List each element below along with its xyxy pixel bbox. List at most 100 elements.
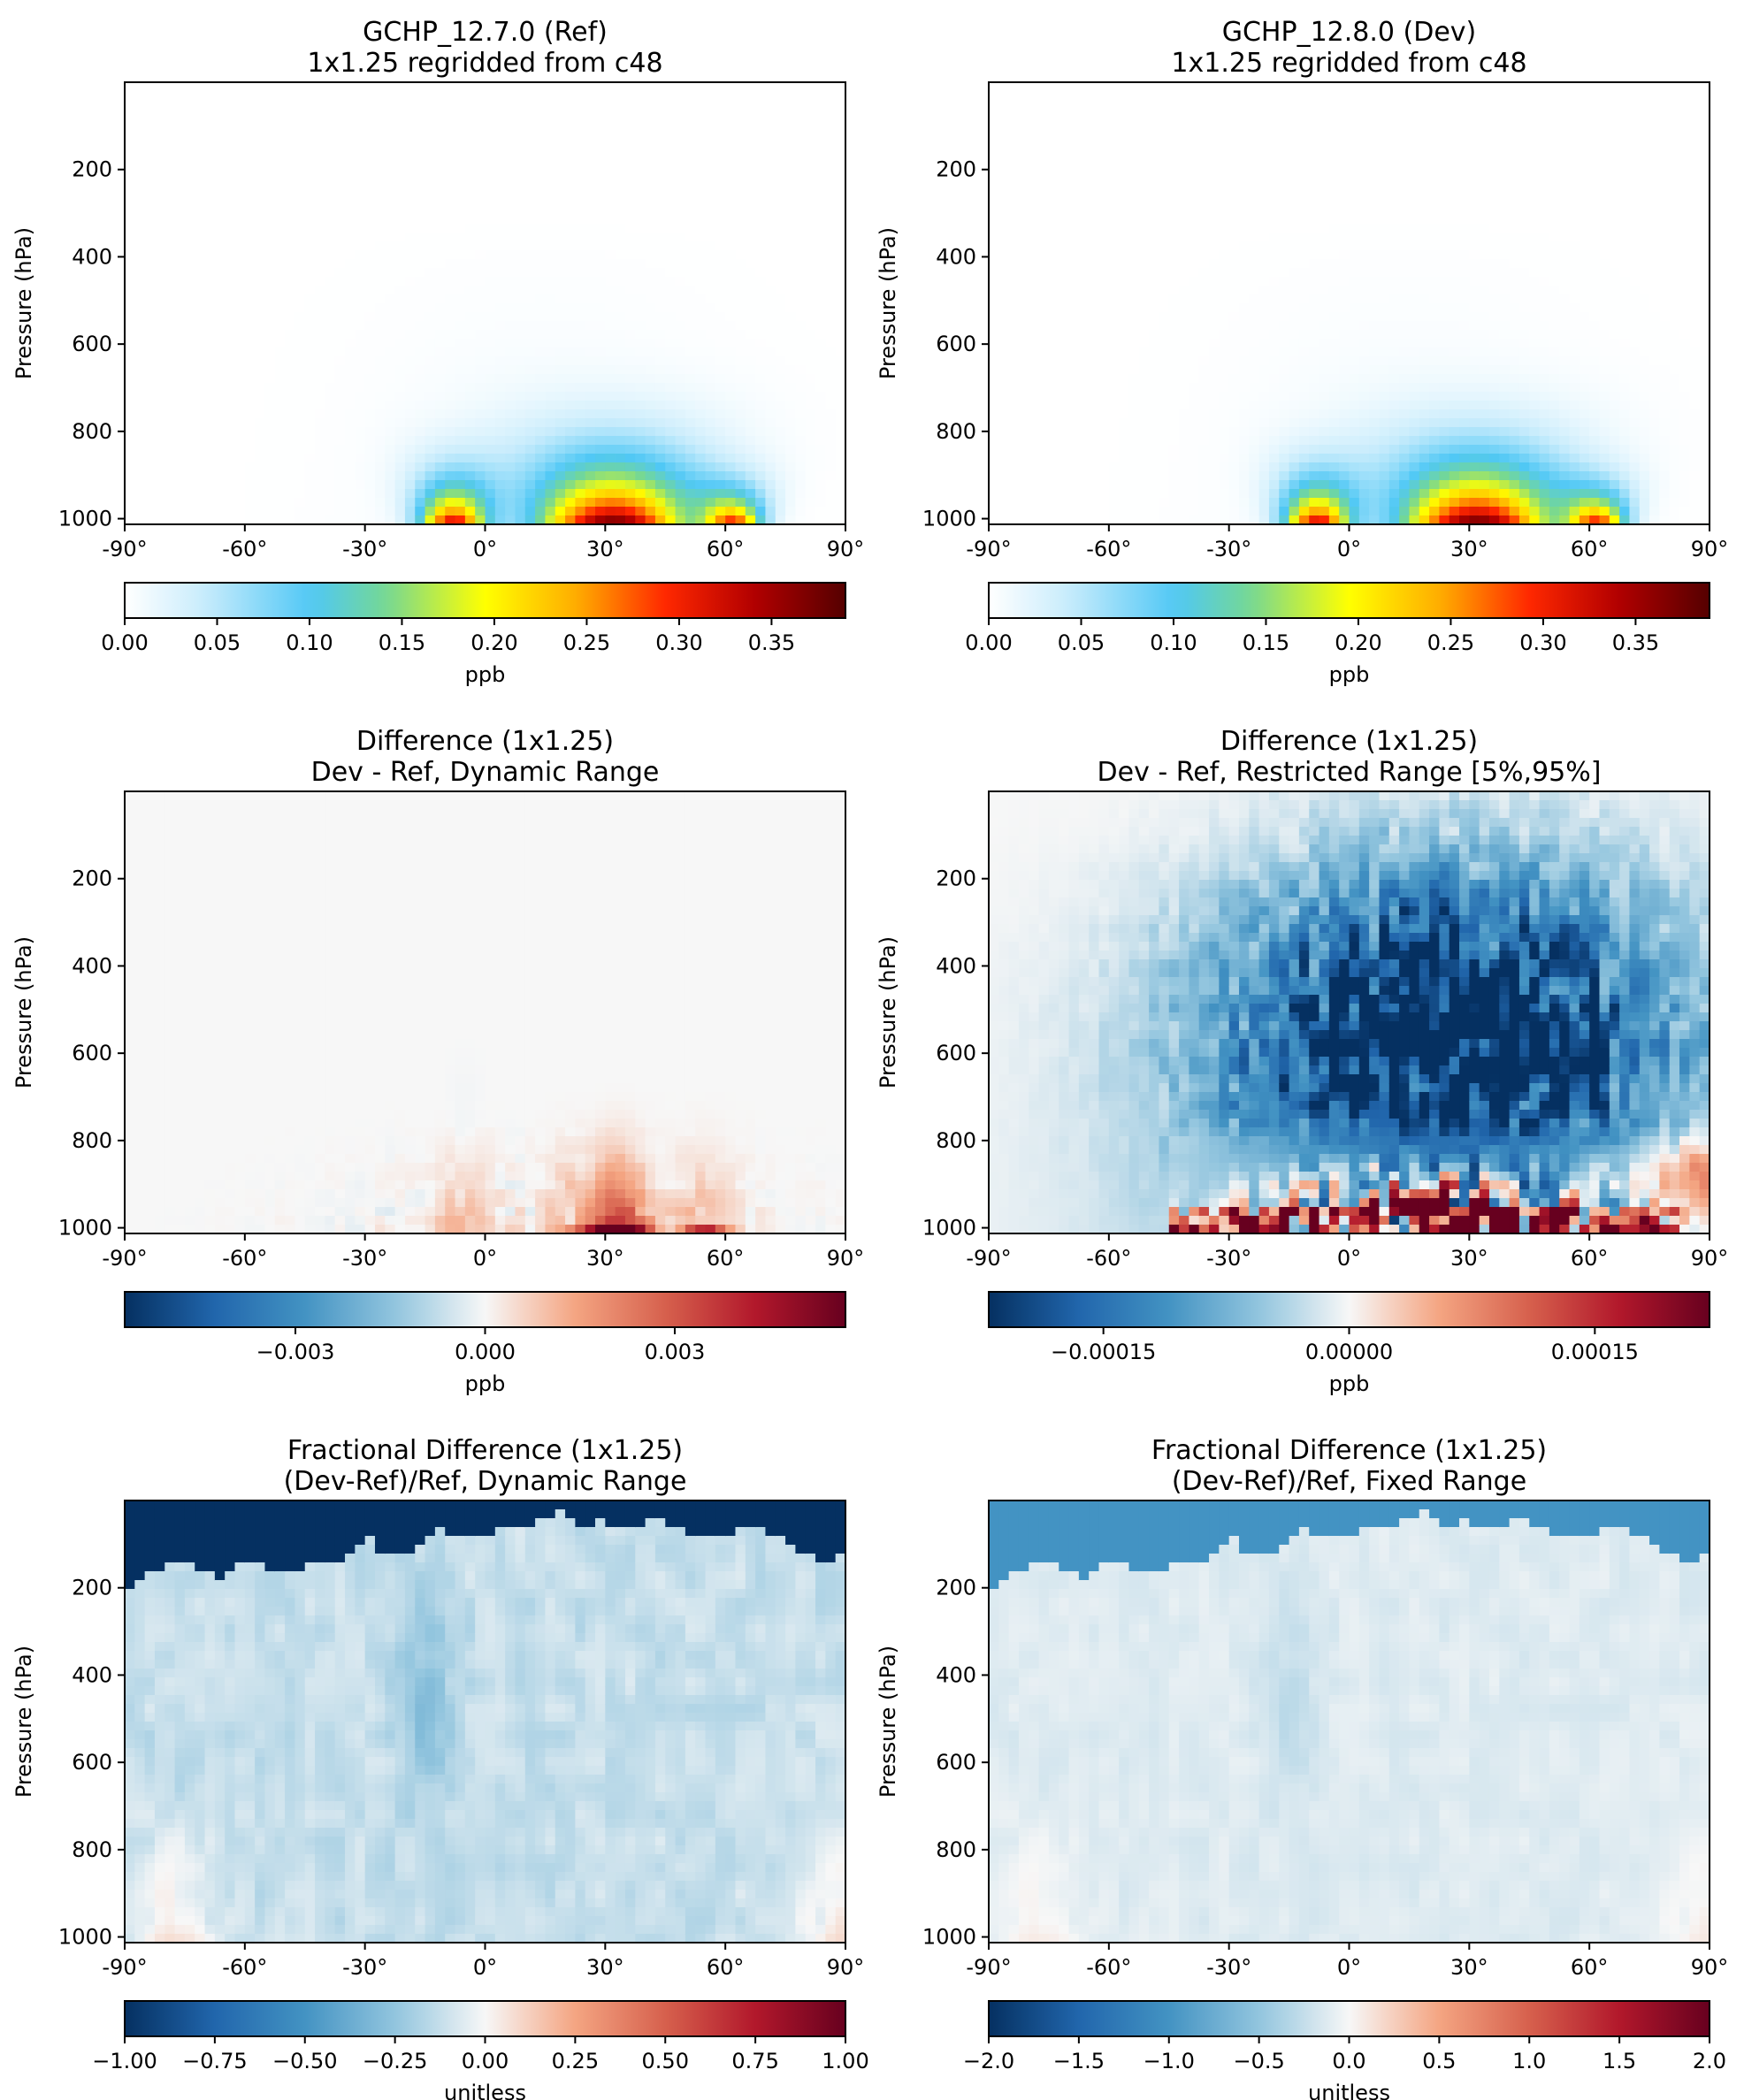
heatmap-cell [505, 277, 516, 286]
heatmap-cell [325, 215, 336, 225]
heatmap-cell [1128, 339, 1140, 348]
heatmap-cell [415, 241, 426, 251]
heatmap-cell [485, 498, 496, 508]
heatmap-cell [545, 383, 556, 393]
heatmap-cell [1108, 471, 1120, 481]
heatmap-cell [264, 356, 276, 366]
heatmap-cell [735, 436, 746, 446]
heatmap-cell [795, 392, 807, 401]
heatmap-cell [675, 374, 686, 384]
heatmap-cell [445, 515, 456, 525]
heatmap-cell [264, 498, 276, 508]
heatmap-cell [434, 401, 446, 410]
heatmap-cell [345, 480, 356, 490]
heatmap-cell [1159, 188, 1170, 198]
heatmap-cell [184, 153, 195, 163]
heatmap-cell [1138, 109, 1150, 118]
heatmap-cell [294, 233, 306, 242]
heatmap-cell [695, 312, 707, 322]
heatmap-cell [364, 436, 376, 446]
heatmap-cell [204, 418, 216, 428]
heatmap-cell [665, 454, 677, 463]
heatmap-cell [585, 135, 596, 145]
heatmap-cell [144, 321, 156, 331]
heatmap-cell [725, 330, 737, 340]
heatmap-cell [345, 206, 356, 216]
heatmap-cell [264, 233, 276, 242]
heatmap-cell [1198, 365, 1210, 375]
heatmap-cell [334, 445, 346, 454]
heatmap-cell [1128, 224, 1140, 233]
heatmap-cell [715, 365, 726, 375]
heatmap-cell [725, 197, 737, 207]
heatmap-cell [1179, 365, 1189, 375]
heatmap-cell [345, 197, 356, 207]
heatmap-cell [154, 277, 165, 286]
heatmap-cell [715, 347, 726, 357]
heatmap-cell [1238, 118, 1250, 127]
heatmap-cell [705, 330, 716, 340]
heatmap-cell [374, 471, 386, 481]
heatmap-cell [1168, 347, 1180, 357]
heatmap-cell [805, 409, 816, 419]
heatmap-cell [195, 321, 206, 331]
heatmap-cell [1228, 418, 1240, 428]
heatmap-cell [665, 418, 677, 428]
heatmap-cell [1209, 259, 1220, 269]
heatmap-cell [635, 303, 646, 313]
heatmap-cell [355, 436, 366, 446]
heatmap-cell [1068, 144, 1080, 154]
heatmap-cell [334, 330, 346, 340]
heatmap-cell [515, 321, 526, 331]
heatmap-cell [244, 303, 256, 313]
heatmap-cell [334, 179, 346, 189]
heatmap-cell [334, 188, 346, 198]
heatmap-cell [685, 109, 696, 118]
heatmap-cell [1249, 294, 1260, 304]
heatmap-cell [1078, 321, 1090, 331]
heatmap-cell [998, 498, 1010, 508]
heatmap-cell [1209, 383, 1220, 393]
heatmap-cell [1038, 330, 1050, 340]
heatmap-cell [125, 294, 135, 304]
heatmap-cell [485, 427, 496, 437]
heatmap-cell [1029, 118, 1040, 127]
heatmap-cell [274, 188, 286, 198]
heatmap-cell [1198, 100, 1210, 110]
heatmap-cell [1168, 118, 1180, 127]
heatmap-cell [494, 498, 506, 508]
heatmap-cell [325, 241, 336, 251]
heatmap-cell [214, 153, 226, 163]
heatmap-cell [1219, 233, 1230, 242]
heatmap-cell [524, 445, 536, 454]
heatmap-cell [294, 339, 306, 348]
heatmap-cell [475, 383, 486, 393]
heatmap-cell [434, 224, 446, 233]
heatmap-cell [1159, 135, 1170, 145]
heatmap-cell [755, 383, 767, 393]
heatmap-cell [715, 330, 726, 340]
heatmap-cell [214, 135, 226, 145]
heatmap-cell [415, 507, 426, 516]
heatmap-cell [364, 330, 376, 340]
heatmap-cell [745, 171, 756, 180]
heatmap-cell [1219, 356, 1230, 366]
heatmap-field [125, 82, 846, 525]
heatmap-cell [1219, 303, 1230, 313]
heatmap-cell [695, 498, 707, 508]
heatmap-cell [545, 392, 556, 401]
heatmap-cell [1238, 409, 1250, 419]
heatmap-cell [585, 153, 596, 163]
heatmap-cell [535, 303, 547, 313]
heatmap-cell [294, 454, 306, 463]
heatmap-cell [1089, 392, 1100, 401]
heatmap-cell [144, 489, 156, 499]
heatmap-cell [605, 339, 616, 348]
heatmap-cell [1048, 224, 1059, 233]
heatmap-cell [545, 171, 556, 180]
heatmap-cell [214, 188, 226, 198]
heatmap-cell [1119, 515, 1130, 525]
heatmap-cell [1238, 91, 1250, 101]
heatmap-cell [174, 515, 186, 525]
heatmap-cell [805, 401, 816, 410]
